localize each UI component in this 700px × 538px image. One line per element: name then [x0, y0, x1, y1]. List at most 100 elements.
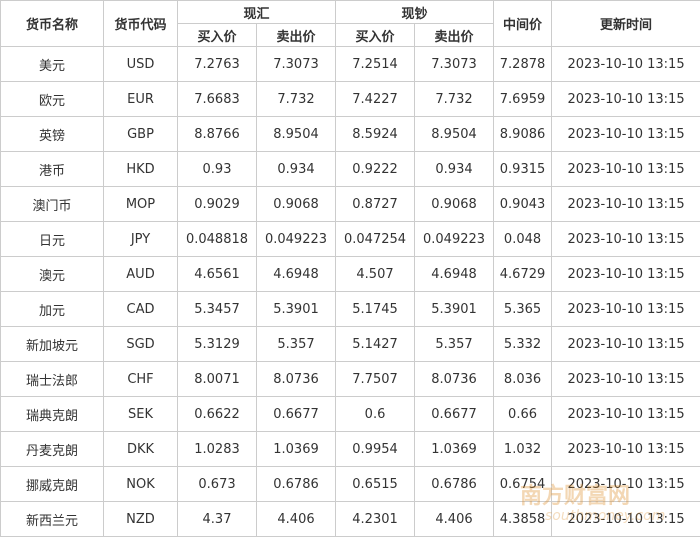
cell: 0.6677: [414, 396, 495, 432]
cell: 挪威克朗: [0, 466, 104, 502]
table-row: 澳门币 MOP 0.9029 0.9068 0.8727 0.9068 0.9043 2023…: [0, 186, 700, 222]
cell: 7.2514: [335, 46, 416, 82]
table-row: 瑞士法郎 CHF 8.0071 8.0736 7.7507 8.0736 8.036 2023…: [0, 361, 700, 397]
cell: 4.37: [177, 501, 257, 537]
cell: 7.2763: [177, 46, 257, 82]
table-row: 挪威克朗 NOK 0.673 0.6786 0.6515 0.6786 0.6754 2023…: [0, 466, 700, 502]
cell: 5.1427: [335, 326, 416, 362]
cell: 5.3901: [414, 291, 495, 327]
cell: 7.3073: [414, 46, 495, 82]
cell: 8.9504: [414, 116, 495, 152]
cell: 丹麦克朗: [0, 431, 104, 467]
cell: MOP: [103, 186, 178, 222]
cell: 5.3457: [177, 291, 257, 327]
cell: CHF: [103, 361, 178, 397]
header-row: 买入价 卖出价 买入价 卖出价: [1, 23, 700, 47]
cell: 4.6729: [493, 256, 553, 292]
cell: 1.0369: [414, 431, 495, 467]
sub-header: 卖出价: [414, 23, 495, 47]
cell: 5.357: [255, 326, 337, 362]
cell: 8.0071: [177, 361, 257, 397]
cell: USD: [103, 46, 178, 82]
cell: 7.3073: [255, 46, 337, 82]
cell: 0.934: [255, 151, 337, 187]
cell: SEK: [103, 396, 178, 432]
cell: 8.9086: [493, 116, 553, 152]
cell: 新加坡元: [0, 326, 104, 362]
cell: CAD: [103, 291, 178, 327]
cell: SGD: [103, 326, 178, 362]
cell: 1.0283: [177, 431, 257, 467]
cell: 日元: [0, 221, 104, 257]
cell: 0.048: [493, 221, 553, 257]
cell: 4.6948: [255, 256, 337, 292]
cell: 0.9315: [493, 151, 553, 187]
cell: 8.0736: [414, 361, 495, 397]
cell: DKK: [103, 431, 178, 467]
column-header: 货币名称: [0, 0, 104, 47]
cell: 2023-10-10 13:15: [551, 326, 700, 362]
cell: 4.6948: [414, 256, 495, 292]
cell: 8.8766: [177, 116, 257, 152]
column-header: 货币代码: [103, 0, 178, 47]
cell: 2023-10-10 13:15: [551, 396, 700, 432]
cell: 2023-10-10 13:15: [551, 431, 700, 467]
table-row: 丹麦克朗 DKK 1.0283 1.0369 0.9954 1.0369 1.032 2023…: [0, 431, 700, 467]
cell: 0.9043: [493, 186, 553, 222]
cell: 0.6786: [414, 466, 495, 502]
cell: 瑞典克朗: [0, 396, 104, 432]
cell: 瑞士法郎: [0, 361, 104, 397]
column-header: 中间价: [493, 0, 553, 47]
cell: 2023-10-10 13:15: [551, 501, 700, 537]
cell: 0.6677: [255, 396, 337, 432]
cell: 英镑: [0, 116, 104, 152]
table-row: 瑞典克朗 SEK 0.6622 0.6677 0.6 0.6677 0.66 2023-10-…: [0, 396, 700, 432]
cell: 欧元: [0, 81, 104, 117]
cell: 2023-10-10 13:15: [551, 221, 700, 257]
table-row: 港币 HKD 0.93 0.934 0.9222 0.934 0.9315 2023-10-1…: [0, 151, 700, 187]
cell: 7.732: [414, 81, 495, 117]
cell: 0.9954: [335, 431, 416, 467]
cell: 5.3129: [177, 326, 257, 362]
cell: 0.6786: [255, 466, 337, 502]
sub-header: 卖出价: [255, 23, 337, 47]
cell: 澳元: [0, 256, 104, 292]
sub-header: 买入价: [335, 23, 416, 47]
cell: 0.9029: [177, 186, 257, 222]
cell: 2023-10-10 13:15: [551, 361, 700, 397]
cell: AUD: [103, 256, 178, 292]
cell: 0.048818: [177, 221, 257, 257]
table-row: 日元 JPY 0.048818 0.049223 0.047254 0.049223 0.0…: [0, 221, 700, 257]
cell: 港币: [0, 151, 104, 187]
cell: 7.6959: [493, 81, 553, 117]
cell: 0.934: [414, 151, 495, 187]
cell: 7.4227: [335, 81, 416, 117]
cell: 0.93: [177, 151, 257, 187]
cell: 0.6754: [493, 466, 553, 502]
cell: 2023-10-10 13:15: [551, 256, 700, 292]
cell: 0.8727: [335, 186, 416, 222]
cell: 5.357: [414, 326, 495, 362]
cell: 8.0736: [255, 361, 337, 397]
cell: 5.1745: [335, 291, 416, 327]
cell: 8.5924: [335, 116, 416, 152]
cell: 0.049223: [255, 221, 337, 257]
cell: 2023-10-10 13:15: [551, 291, 700, 327]
cell: 4.6561: [177, 256, 257, 292]
cell: 0.049223: [414, 221, 495, 257]
table-row: 新加坡元 SGD 5.3129 5.357 5.1427 5.357 5.332 2023-1…: [0, 326, 700, 362]
cell: 0.9068: [255, 186, 337, 222]
cell: 0.9222: [335, 151, 416, 187]
cell: 8.036: [493, 361, 553, 397]
cell: 7.732: [255, 81, 337, 117]
cell: 4.406: [255, 501, 337, 537]
cell: 4.2301: [335, 501, 416, 537]
cell: 7.7507: [335, 361, 416, 397]
cell: 1.032: [493, 431, 553, 467]
cell: 加元: [0, 291, 104, 327]
cell: 5.3901: [255, 291, 337, 327]
table-row: 英镑 GBP 8.8766 8.9504 8.5924 8.9504 8.9086 2023-…: [0, 116, 700, 152]
cell: 5.365: [493, 291, 553, 327]
cell: 2023-10-10 13:15: [551, 116, 700, 152]
